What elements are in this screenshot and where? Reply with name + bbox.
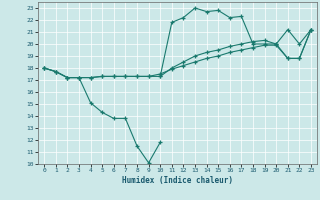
X-axis label: Humidex (Indice chaleur): Humidex (Indice chaleur) [122, 176, 233, 185]
